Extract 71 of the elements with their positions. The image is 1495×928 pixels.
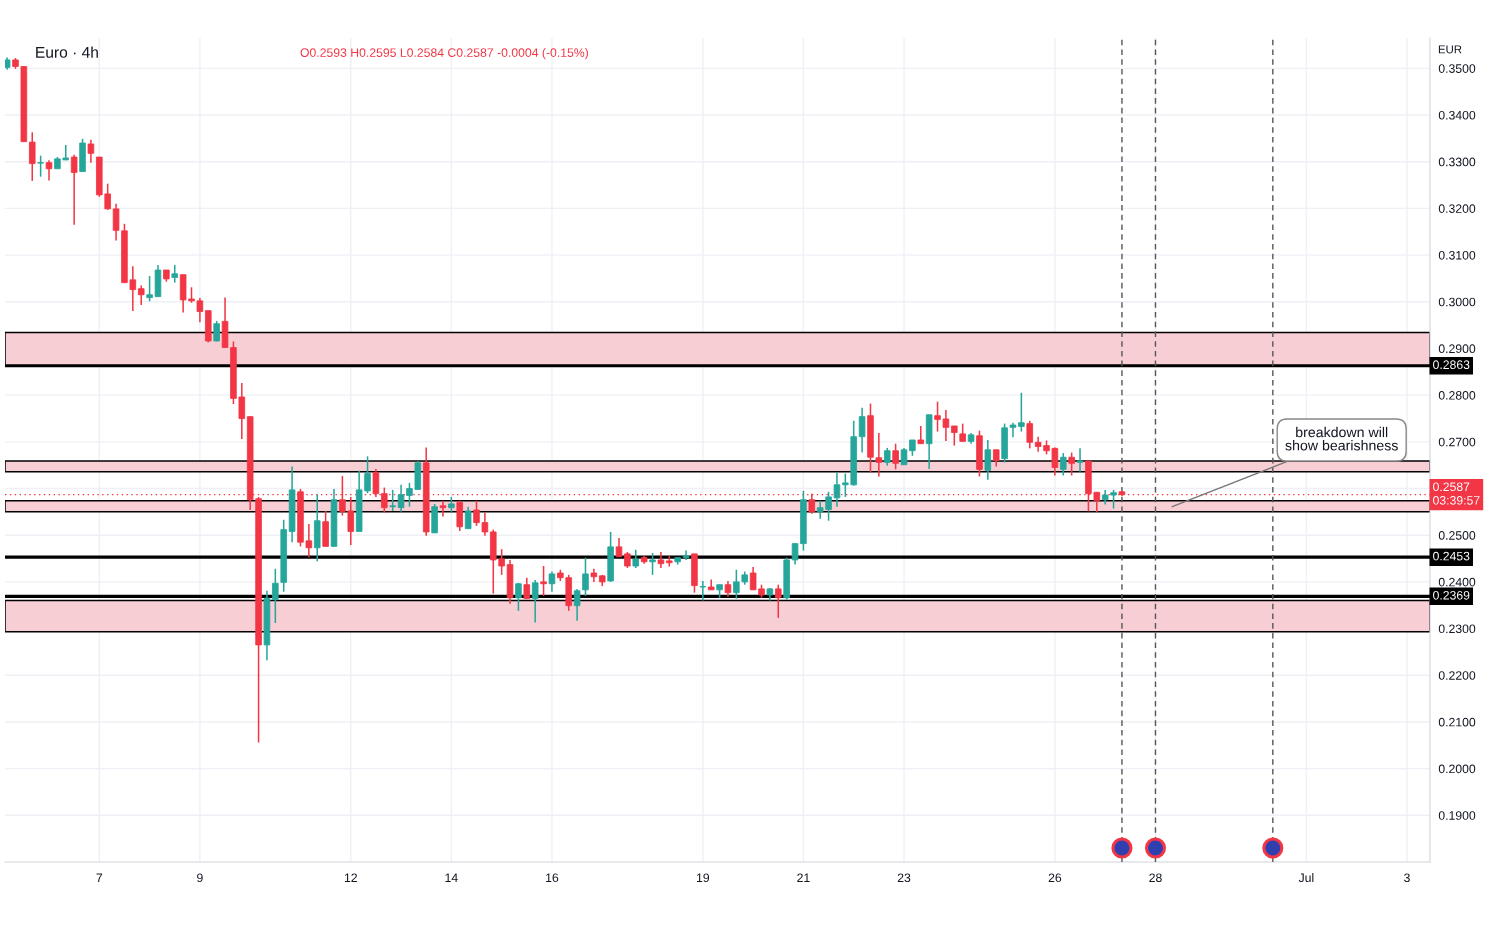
candlestick	[649, 552, 656, 576]
candlestick	[87, 139, 95, 164]
x-tick-label: 26	[1048, 873, 1062, 883]
x-tick-label: 21	[797, 873, 810, 882]
ref-line-label: 0.2369	[1433, 590, 1470, 600]
candlestick	[582, 556, 589, 597]
y-tick-label: 0.2100	[1438, 717, 1476, 727]
candlestick	[892, 442, 899, 471]
x-tick-label: 16	[546, 873, 559, 883]
candlestick	[45, 159, 53, 182]
y-tick-label: 0.1900	[1438, 811, 1476, 820]
candlestick	[171, 264, 179, 284]
text: O0.2593 H0.2595 L0.2584 C0.2587 -0.0004 (-0.15%)	[300, 47, 588, 60]
candlestick	[984, 439, 992, 481]
candlestick	[272, 568, 279, 624]
y-tick-label: 0.2700	[1438, 437, 1476, 447]
x-tick-label: 3	[1404, 873, 1410, 883]
candlestick	[548, 570, 556, 593]
annotation: breakdown will show bearishness	[1285, 426, 1398, 451]
y-tick-label: 0.2200	[1438, 671, 1476, 680]
chart-title: Euro · 4h	[36, 46, 98, 58]
x-tick-label: 9	[197, 873, 203, 883]
candlestick	[137, 284, 145, 306]
candlestick	[389, 489, 396, 512]
candlestick	[531, 579, 539, 624]
y-tick-label: 0.2900	[1438, 344, 1476, 354]
candlestick	[858, 406, 866, 454]
candlestick	[657, 551, 665, 569]
candlestick	[28, 131, 36, 182]
candlestick	[699, 580, 707, 602]
y-axis-title: EUR	[1438, 45, 1462, 54]
y-tick-label: 0.3000	[1438, 297, 1476, 307]
x-tick-label: 23	[897, 873, 911, 883]
candlestick	[213, 320, 220, 343]
ref-line-label: 0.2863	[1433, 360, 1470, 370]
candlestick	[573, 588, 581, 622]
x-tick-label: Jul	[1298, 873, 1314, 883]
candlestick	[1076, 447, 1084, 473]
candlestick	[917, 425, 925, 445]
y-tick-label: 0.3500	[1438, 64, 1476, 73]
candlestick	[775, 583, 782, 619]
candlestick	[540, 565, 547, 597]
x-tick-label: 28	[1149, 873, 1162, 883]
candlestick	[464, 505, 472, 530]
candlestick	[1068, 451, 1075, 477]
candlestick	[37, 154, 44, 178]
y-tick-label: 0.2500	[1438, 531, 1476, 540]
y-tick-label: 0.2000	[1438, 764, 1476, 774]
candlestick	[515, 582, 522, 612]
y-tick-label: 0.3100	[1438, 250, 1476, 260]
ref-line-label: 0.2453	[1433, 551, 1470, 561]
x-tick-label: 19	[696, 873, 710, 883]
y-tick-label: 0.2300	[1438, 624, 1476, 634]
candlestick	[523, 576, 531, 600]
candlestick	[632, 548, 640, 569]
y-tick-label: 0.2400	[1438, 577, 1476, 587]
x-tick-label: 7	[96, 873, 103, 882]
x-tick-label: 14	[445, 873, 458, 882]
candlestick	[1018, 392, 1025, 433]
candlestick	[808, 492, 816, 515]
candlestick	[439, 499, 447, 518]
candlestick	[1026, 420, 1034, 450]
x-tick-label: 12	[344, 873, 357, 882]
ref-line-label: 0.2587 03:39:57	[1433, 482, 1480, 505]
y-tick-label: 0.3200	[1438, 204, 1476, 213]
candlestick	[70, 153, 78, 226]
y-tick-label: 0.3400	[1438, 110, 1476, 120]
y-tick-label: 0.2800	[1438, 391, 1476, 400]
y-tick-label: 0.3300	[1438, 157, 1476, 167]
candlestick	[1060, 452, 1067, 477]
candlestick	[951, 425, 958, 447]
